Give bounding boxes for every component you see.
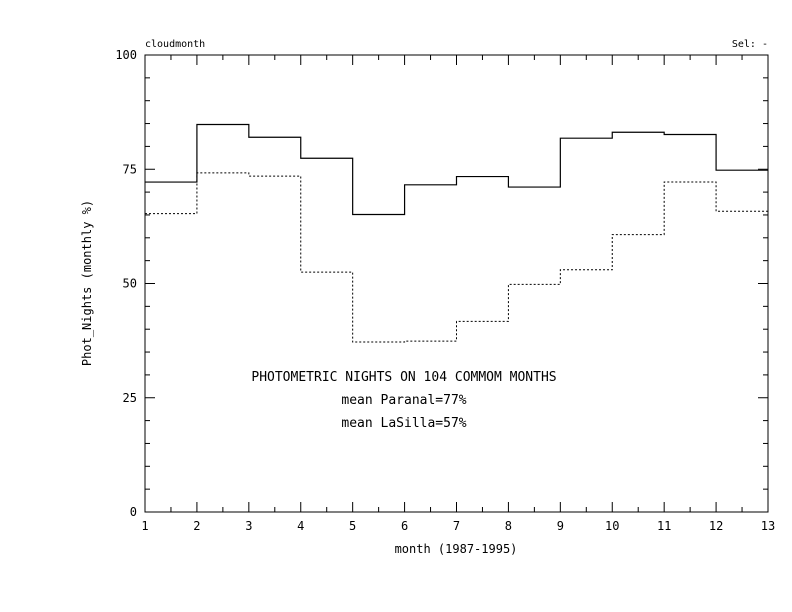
annotation-lasilla: mean LaSilla=57% <box>341 416 466 431</box>
x-tick-label: 1 <box>141 519 148 533</box>
y-tick-label: 0 <box>130 505 137 519</box>
annotation-title: PHOTOMETRIC NIGHTS ON 104 COMMOM MONTHS <box>251 370 556 385</box>
x-tick-label: 8 <box>505 519 512 533</box>
plot-frame <box>144 54 769 513</box>
x-tick-label: 13 <box>761 519 775 533</box>
x-axis-label: month (1987-1995) <box>395 542 518 556</box>
x-tick-label: 2 <box>193 519 200 533</box>
x-tick-labels: 1 2 3 4 5 6 7 8 9 10 11 12 13 <box>141 519 775 533</box>
x-tick-label: 9 <box>557 519 564 533</box>
x-tick-label: 10 <box>605 519 619 533</box>
y-tick-label: 25 <box>123 391 137 405</box>
x-tick-label: 12 <box>709 519 723 533</box>
header-left: cloudmonth <box>145 39 205 50</box>
axis-ticks <box>144 54 769 513</box>
y-tick-label: 75 <box>123 162 137 176</box>
x-tick-label: 7 <box>453 519 460 533</box>
header-right: Sel: - <box>732 39 768 50</box>
y-axis-label: Phot_Nights (monthly %) <box>80 200 94 366</box>
series-line-solid <box>145 123 768 216</box>
y-tick-label: 50 <box>123 277 137 291</box>
series-layer <box>145 123 768 343</box>
annotation-paranal: mean Paranal=77% <box>341 393 466 408</box>
y-tick-label: 100 <box>115 48 137 62</box>
series-line-dotted <box>145 172 768 343</box>
x-tick-label: 5 <box>349 519 356 533</box>
x-tick-label: 4 <box>297 519 304 533</box>
x-tick-label: 6 <box>401 519 408 533</box>
x-tick-label: 3 <box>245 519 252 533</box>
x-tick-label: 11 <box>657 519 671 533</box>
y-tick-labels: 0 25 50 75 100 <box>115 48 137 519</box>
